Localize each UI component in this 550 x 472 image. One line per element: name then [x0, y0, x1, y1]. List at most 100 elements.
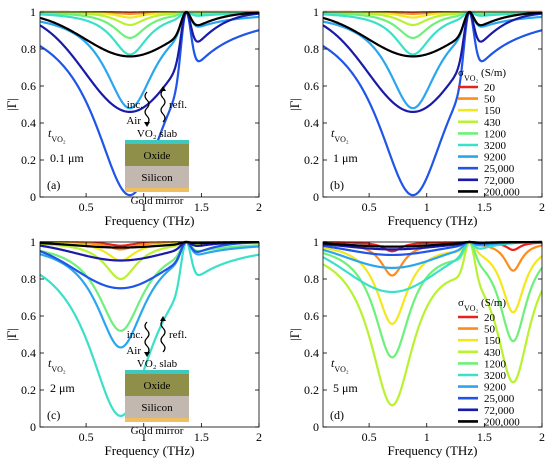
series-line-3200: [40, 10, 259, 56]
inset-vo2-layer: [125, 140, 189, 144]
incident-wave-icon: [144, 321, 150, 355]
x-tick-label: 2: [539, 430, 545, 444]
inset-oxide-layer: [125, 374, 189, 396]
legend-entry: 9200: [484, 382, 507, 394]
series-line-9200: [40, 10, 259, 110]
y-axis-label: |Γ|: [4, 98, 19, 111]
series-line-430: [323, 240, 542, 407]
y-tick-label: 0.2: [21, 383, 36, 397]
series-line-150: [323, 240, 542, 326]
x-tick-label: 2: [256, 200, 262, 214]
series-line-3200: [323, 10, 542, 56]
x-axis-label: Frequency (THz): [388, 443, 478, 458]
inset-refl-label: refl.: [169, 99, 187, 111]
y-tick-label: 0.8: [304, 272, 319, 286]
x-axis-label: Frequency (THz): [388, 213, 478, 228]
y-tick-label: 1: [30, 5, 36, 19]
series-line-25000: [40, 240, 259, 290]
inset-silicon-label: Silicon: [141, 402, 173, 414]
x-tick-label: 2: [539, 200, 545, 214]
y-tick-label: 0.6: [21, 309, 36, 323]
y-tick-label: 0.4: [21, 116, 36, 130]
inset-vo2-layer: [125, 370, 189, 374]
legend-entry: 1200: [484, 358, 507, 370]
legend-entry: 50: [484, 94, 496, 106]
panel-label: (b): [330, 178, 344, 192]
legend-title: σVO₂ (S/m): [458, 297, 506, 313]
inset-mirror-label: Gold mirror: [131, 425, 184, 437]
y-tick-label: 0.6: [21, 79, 36, 93]
series-line-1200: [40, 10, 259, 39]
y-tick-label: 0.6: [304, 309, 319, 323]
inset-oxide-label: Oxide: [144, 380, 171, 392]
incident-arrow-icon: [144, 122, 150, 127]
inset-inc-label: inc.: [127, 99, 143, 111]
x-tick-label: 1.5: [194, 200, 209, 214]
axes-box: [322, 11, 543, 198]
legend-entry: 50: [484, 324, 496, 336]
y-tick-label: 1: [30, 235, 36, 249]
series-line-1200: [323, 10, 542, 39]
reflected-wave-icon: [160, 89, 166, 123]
series-line-9200: [40, 240, 259, 349]
legend-entry: 25,000: [484, 393, 515, 405]
inset-slab-label: VO₂ slab: [137, 128, 178, 140]
legend: σVO₂ (S/m)205015043012003200920025,00072…: [458, 297, 520, 428]
x-tick-label: 1: [141, 200, 147, 214]
y-axis-label: |Γ|: [287, 98, 302, 111]
inset-silicon-label: Silicon: [141, 172, 173, 184]
x-tick-label: 1: [141, 430, 147, 444]
legend-title: σVO₂ (S/m): [458, 67, 506, 83]
x-tick-label: 1: [424, 430, 430, 444]
legend-entry: 3200: [484, 370, 507, 382]
legend-entry: 9200: [484, 152, 507, 164]
y-tick-label: 0: [313, 190, 319, 204]
x-tick-label: 1.5: [477, 430, 492, 444]
inset-slab-label: VO₂ slab: [137, 358, 178, 370]
panel-label: (a): [47, 178, 60, 192]
x-tick-label: 0.5: [79, 200, 94, 214]
reflected-arrow-icon: [160, 86, 166, 91]
legend-entry: 430: [484, 347, 501, 359]
y-tick-label: 0.2: [304, 153, 319, 167]
series-line-200000: [40, 10, 259, 58]
series-line-3200: [40, 240, 259, 417]
series-line-200000: [323, 10, 542, 58]
inset-gold-layer: [125, 418, 189, 422]
y-tick-label: 0.4: [304, 116, 319, 130]
y-tick-label: 0.4: [21, 346, 36, 360]
inset-mirror-label: Gold mirror: [131, 195, 184, 207]
inset-silicon-layer: [125, 396, 189, 418]
y-tick-label: 1: [313, 5, 319, 19]
legend-entry: 72,000: [484, 175, 515, 187]
x-tick-label: 1.5: [194, 430, 209, 444]
incident-wave-icon: [144, 91, 150, 125]
legend-entry: 20: [484, 82, 496, 94]
series-line-1200: [323, 240, 542, 359]
inset-air-label: Air: [126, 115, 141, 127]
thickness-value: 2 μm: [50, 381, 75, 395]
x-tick-label: 0.5: [362, 200, 377, 214]
legend-entry: 430: [484, 117, 501, 129]
series-line-1200: [40, 240, 259, 332]
legend-entry: 72,000: [484, 405, 515, 417]
thickness-label: tVO₂: [331, 356, 349, 374]
x-tick-label: 0.5: [79, 430, 94, 444]
y-axis-label: |Γ|: [4, 328, 19, 341]
legend-entry: 200,000: [484, 186, 520, 198]
series-line-25000: [323, 10, 542, 197]
thickness-value: 0.1 μm: [50, 151, 84, 165]
x-axis-label: Frequency (THz): [105, 443, 195, 458]
x-tick-label: 2: [256, 430, 262, 444]
legend-entry: 1200: [484, 128, 507, 140]
x-tick-label: 1.5: [477, 200, 492, 214]
thickness-value: 5 μm: [333, 381, 358, 395]
panel-label: (c): [47, 408, 60, 422]
y-tick-label: 0.6: [304, 79, 319, 93]
